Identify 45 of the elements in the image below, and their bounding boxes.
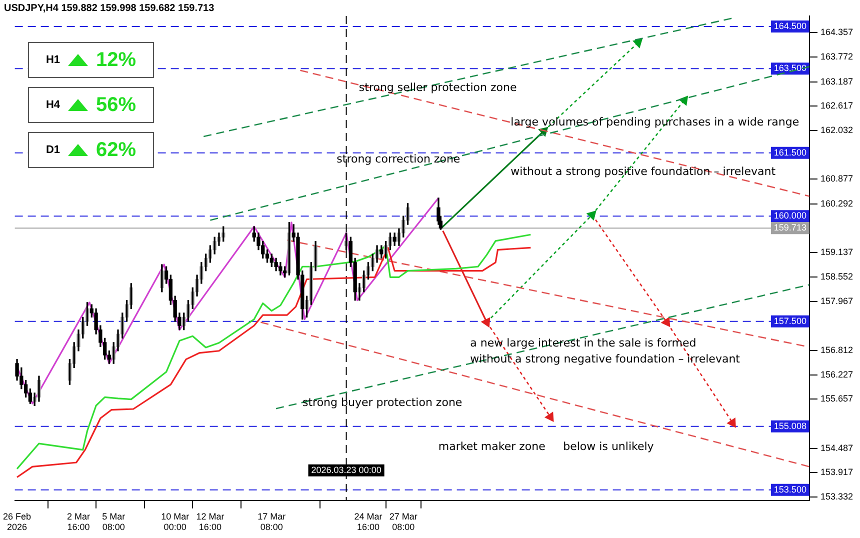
y-tick-label: 153.917: [820, 466, 854, 477]
annotation: H1: [46, 54, 60, 66]
y-tick-label: 160.292: [820, 198, 854, 208]
y-tick-label: 164.357: [820, 27, 854, 38]
ref-line-label: 2026.03.23 00:00: [311, 464, 382, 475]
annotation: 12%: [96, 48, 136, 72]
ref-line-label: 159.713: [774, 222, 806, 233]
annotation: strong buyer protection zone: [302, 396, 462, 409]
annotation: 56%: [96, 94, 136, 116]
y-tick-label: 157.967: [820, 296, 854, 306]
y-tick-label: 162.617: [820, 100, 854, 110]
ref-line-label: 155.008: [774, 420, 806, 431]
annotation: H4: [46, 99, 60, 111]
y-tick-label: 158.552: [820, 272, 854, 282]
ref-line-label: 163.500: [774, 63, 806, 74]
annotation: market maker zone: [438, 440, 546, 453]
ref-line-label: 153.500: [774, 484, 806, 494]
ref-line-label: 157.500: [774, 316, 806, 326]
x-tick-label: 26 Feb 2026: [3, 511, 32, 532]
y-tick-label: 163.772: [820, 52, 854, 62]
y-tick-label: 162.032: [820, 124, 854, 135]
y-tick-label: 155.657: [820, 393, 854, 404]
ref-line-label: 160.000: [774, 210, 806, 221]
ref-line-label: 164.500: [774, 21, 806, 32]
y-tick-label: 156.227: [820, 369, 854, 380]
x-tick-label: 24 Mar 16:00: [354, 511, 382, 532]
annotation: below is unlikely: [563, 440, 654, 453]
y-tick-label: 163.187: [820, 76, 854, 86]
x-tick-label: 12 Mar 16:00: [196, 511, 224, 532]
annotation: large volumes of pending purchases in a wide range: [510, 115, 800, 128]
x-tick-label: 10 Mar 00:00: [161, 511, 190, 532]
x-tick-label: 2 Mar 16:00: [66, 511, 90, 532]
annotation: D1: [46, 144, 60, 156]
ref-line-label: 161.500: [774, 147, 806, 158]
y-tick-label: 153.332: [820, 491, 854, 502]
y-tick-label: 160.877: [820, 174, 854, 184]
x-tick-label: 5 Mar 08:00: [102, 511, 126, 532]
annotation: without a strong positive foundation – irrelevant: [510, 164, 776, 178]
y-tick-label: 159.137: [820, 246, 854, 257]
chart-title: USDJPY,H4 159.882 159.998 159.682 159.713: [4, 2, 215, 14]
annotation: 62%: [96, 138, 136, 162]
y-tick-label: 154.487: [820, 442, 854, 453]
y-tick-label: 156.812: [820, 344, 854, 355]
x-tick-label: 17 Mar 08:00: [258, 511, 286, 532]
x-tick-label: 27 Mar 08:00: [389, 511, 418, 532]
